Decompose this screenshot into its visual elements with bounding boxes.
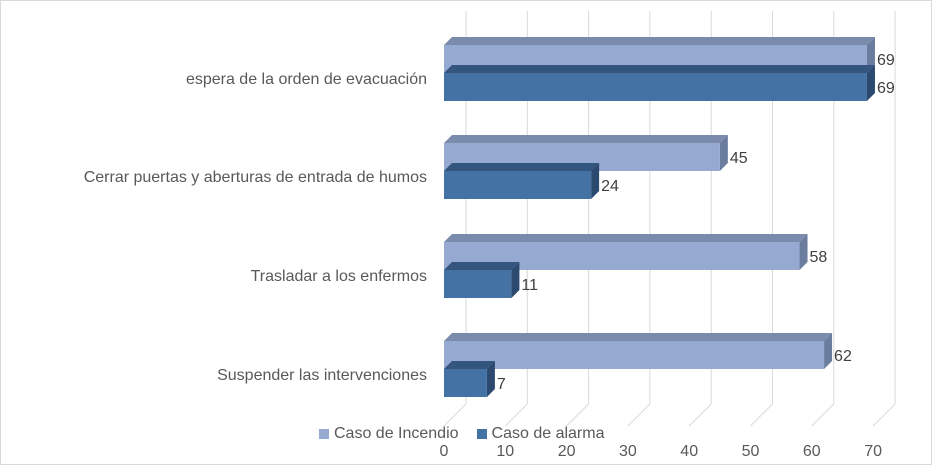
bar-alarma-top bbox=[444, 361, 495, 369]
data-label: 45 bbox=[730, 150, 748, 167]
floor-gridline bbox=[750, 403, 773, 427]
category-label: Trasladar a los enfermos bbox=[251, 268, 427, 285]
bar-incendio-side bbox=[799, 234, 808, 270]
floor-gridline bbox=[872, 403, 896, 427]
data-label: 58 bbox=[810, 249, 828, 266]
bar-alarma-side bbox=[866, 65, 875, 101]
bar-incendio-side bbox=[719, 135, 728, 171]
floor-gridline bbox=[627, 403, 651, 427]
x-tick-label: 0 bbox=[440, 443, 449, 460]
floor-gridline bbox=[566, 403, 589, 427]
x-tick-label: 20 bbox=[558, 443, 576, 460]
bar-incendio-top bbox=[444, 37, 875, 45]
bar-incendio-top bbox=[444, 333, 833, 341]
bar-alarma-top bbox=[444, 163, 600, 171]
bar-alarma-side bbox=[511, 262, 520, 298]
floor-gridline bbox=[504, 403, 528, 427]
data-label: 62 bbox=[834, 348, 852, 365]
x-tick-label: 60 bbox=[803, 443, 821, 460]
data-label: 69 bbox=[877, 52, 895, 69]
bar-alarma-top bbox=[444, 262, 520, 270]
bar-incendio bbox=[444, 341, 825, 369]
legend-entry-incendio: Caso de Incendio bbox=[319, 425, 459, 443]
bar-alarma bbox=[444, 270, 512, 298]
bar-incendio-side bbox=[824, 333, 833, 369]
data-label: 69 bbox=[877, 80, 895, 97]
legend-swatch-alarma bbox=[476, 429, 487, 439]
bar-alarma bbox=[444, 369, 487, 397]
data-label: 7 bbox=[497, 376, 506, 393]
floor-gridline bbox=[688, 403, 712, 427]
bar-incendio-top bbox=[444, 135, 728, 143]
x-tick-label: 50 bbox=[742, 443, 760, 460]
x-tick-label: 10 bbox=[496, 443, 514, 460]
x-tick-label: 30 bbox=[619, 443, 637, 460]
bar-incendio-top bbox=[444, 234, 808, 242]
legend-label-alarma: Caso de alarma bbox=[491, 425, 605, 442]
x-tick-label: 40 bbox=[680, 443, 698, 460]
floor-gridline bbox=[443, 403, 467, 427]
category-label: Suspender las intervenciones bbox=[217, 367, 427, 384]
x-tick-label: 70 bbox=[864, 443, 882, 460]
data-label: 24 bbox=[601, 178, 619, 195]
bar-alarma-top bbox=[444, 65, 875, 73]
category-label: espera de la orden de evacuación bbox=[186, 71, 427, 88]
legend-label-incendio: Caso de Incendio bbox=[334, 425, 459, 442]
floor-gridline bbox=[811, 403, 835, 427]
legend: Caso de Incendio Caso de alarma bbox=[319, 425, 604, 443]
bar-alarma-side bbox=[591, 163, 600, 199]
category-label: Cerrar puertas y aberturas de entrada de… bbox=[84, 169, 427, 186]
data-label: 11 bbox=[521, 277, 538, 294]
bar-incendio-side bbox=[866, 37, 875, 73]
bar-alarma bbox=[444, 171, 592, 199]
bar-alarma bbox=[444, 73, 867, 101]
legend-swatch-incendio bbox=[319, 429, 329, 439]
legend-entry-alarma: Caso de alarma bbox=[476, 425, 605, 443]
bar-alarma-side bbox=[486, 361, 495, 397]
